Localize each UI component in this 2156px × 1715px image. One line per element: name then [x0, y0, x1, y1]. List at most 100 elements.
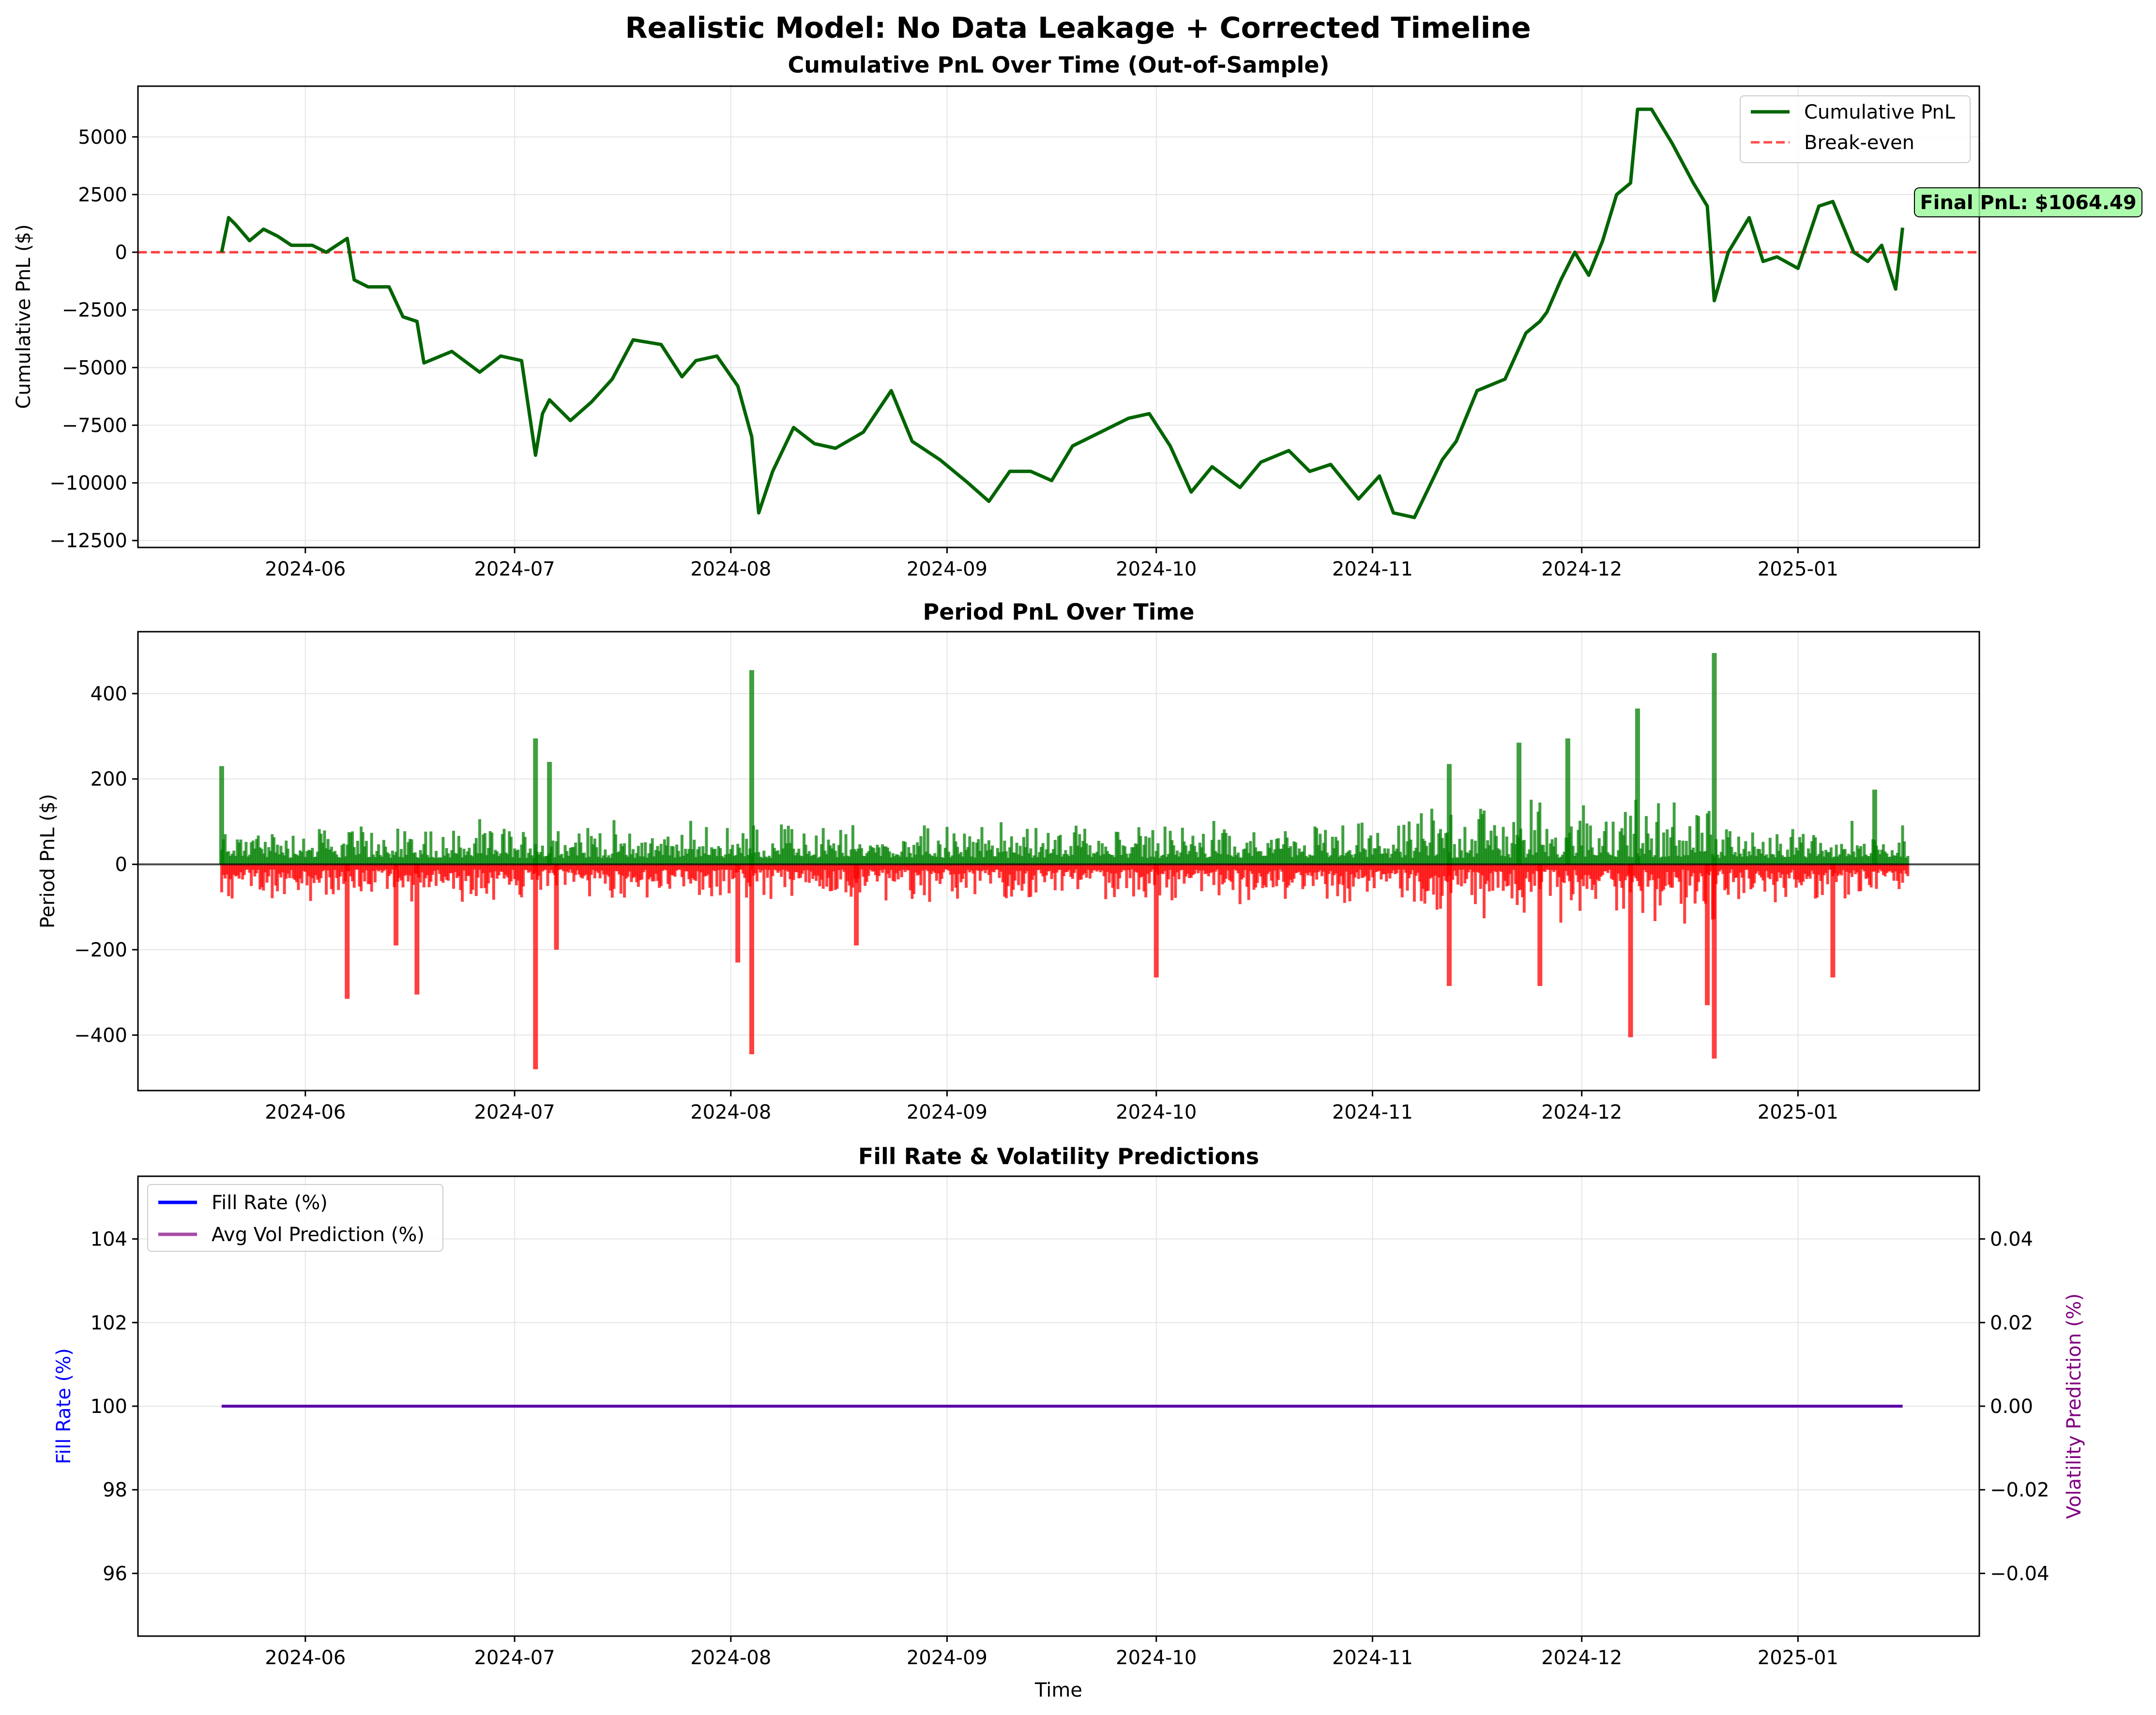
period-pnl-bar — [1524, 864, 1528, 879]
period-pnl-bar — [1479, 808, 1482, 865]
period-pnl-bar — [1322, 843, 1325, 865]
period-pnl-bar — [1861, 856, 1864, 865]
period-pnl-bar — [361, 864, 364, 873]
period-pnl-bar — [427, 857, 431, 865]
fill-rate-panel: Fill Rate & Volatility Predictions 2024-… — [53, 1143, 2085, 1701]
period-pnl-bar — [299, 850, 302, 865]
period-pnl-bar — [1266, 864, 1270, 874]
period-pnl-bar — [1777, 850, 1780, 865]
period-pnl-bar — [1613, 856, 1617, 865]
period-pnl-bar — [1481, 814, 1484, 865]
period-pnl-bar — [957, 854, 961, 865]
period-pnl-bar — [970, 856, 973, 865]
period-pnl-bar — [527, 864, 530, 873]
period-pnl-bar — [1672, 864, 1676, 872]
period-pnl-bar — [1071, 864, 1074, 879]
period-pnl-bar — [1305, 856, 1308, 865]
period-pnl-bar — [1292, 864, 1296, 879]
period-pnl-bar — [1686, 864, 1690, 871]
period-pnl-bar — [1470, 839, 1473, 865]
period-pnl-bar — [912, 864, 916, 895]
period-pnl-bar — [375, 864, 379, 870]
period-pnl-bar — [1233, 864, 1236, 870]
period-pnl-bar — [851, 864, 854, 888]
period-pnl-bar — [1521, 864, 1524, 897]
cumulative-pnl-x-tick-label: 2025-01 — [1758, 558, 1838, 580]
period-pnl-bar — [807, 864, 811, 883]
period-pnl-bar — [321, 843, 324, 865]
period-pnl-bar — [1458, 838, 1461, 865]
period-pnl-bar — [1727, 837, 1730, 865]
period-pnl-bar — [220, 864, 223, 893]
period-pnl-bar — [743, 856, 746, 865]
period-pnl-bar — [356, 841, 359, 865]
period-pnl-x-tick-label: 2024-07 — [474, 1101, 555, 1123]
period-pnl-bar — [1139, 864, 1142, 878]
period-pnl-bar — [1883, 864, 1887, 877]
period-pnl-bar — [1374, 848, 1378, 865]
period-pnl-bar — [658, 851, 661, 865]
period-pnl-bar — [931, 864, 935, 871]
fill-rate-x-tick-label: 2024-07 — [474, 1647, 555, 1669]
period-pnl-bar — [749, 864, 754, 1055]
fill-rate-title: Fill Rate & Volatility Predictions — [858, 1143, 1259, 1169]
period-pnl-bar — [1146, 864, 1149, 874]
period-pnl-bar — [257, 864, 260, 870]
period-pnl-bar — [982, 864, 986, 870]
period-pnl-bar — [1395, 849, 1398, 865]
period-pnl-bar — [1632, 834, 1636, 865]
period-pnl-bar — [1376, 833, 1380, 865]
period-pnl-bar — [1088, 845, 1092, 865]
period-pnl-bar — [703, 853, 706, 865]
period-pnl-bar — [853, 849, 856, 865]
period-pnl-bar — [1652, 864, 1655, 880]
period-pnl-x-tick-label: 2024-08 — [690, 1101, 771, 1123]
period-pnl-bar — [525, 858, 529, 865]
period-pnl-bar — [1031, 864, 1034, 880]
period-pnl-bar — [586, 864, 590, 880]
period-pnl-bar — [1791, 829, 1794, 865]
period-pnl-bar — [712, 864, 715, 871]
period-pnl-bar — [943, 848, 947, 865]
period-pnl-bar — [1838, 854, 1841, 865]
period-pnl-bar — [375, 851, 379, 865]
period-pnl-bar — [1667, 856, 1670, 865]
period-pnl-bar — [1097, 841, 1100, 865]
period-pnl-bar — [225, 851, 228, 865]
vol-prediction-y-tick-label: −0.04 — [1990, 1563, 2050, 1585]
period-pnl-bar — [1617, 864, 1620, 874]
period-pnl-bar — [520, 844, 523, 865]
period-pnl-bar — [1078, 864, 1081, 880]
period-pnl-bar — [1211, 840, 1214, 865]
period-pnl-bar — [813, 854, 816, 865]
period-pnl-bar — [978, 850, 982, 865]
period-pnl-bar — [1640, 864, 1643, 891]
period-pnl-bar — [1709, 835, 1713, 865]
period-pnl-bar — [942, 864, 945, 873]
period-pnl-bar — [1308, 864, 1311, 873]
period-pnl-bar — [1849, 855, 1852, 865]
period-pnl-bar — [977, 839, 980, 865]
period-pnl-bar — [1502, 827, 1505, 865]
period-pnl-bar — [1085, 843, 1088, 865]
period-pnl-bar — [307, 850, 311, 865]
period-pnl-bar — [998, 864, 1001, 878]
period-pnl-bar — [1863, 844, 1866, 865]
period-pnl-bar — [986, 864, 989, 870]
period-pnl-bar — [794, 855, 797, 865]
period-pnl-bar — [504, 864, 508, 875]
period-pnl-bar — [896, 854, 900, 865]
period-pnl-bar — [263, 864, 267, 873]
period-pnl-bar — [291, 835, 295, 865]
period-pnl-bar — [462, 864, 466, 871]
period-pnl-bar — [951, 864, 954, 892]
period-pnl-bar — [1301, 851, 1305, 865]
period-pnl-bar — [487, 848, 490, 865]
period-pnl-bar — [633, 858, 637, 865]
period-pnl-bar — [834, 850, 837, 865]
period-pnl-bar — [830, 864, 834, 891]
period-pnl-bar — [373, 864, 377, 882]
period-pnl-bar — [422, 864, 425, 888]
period-pnl-bar — [694, 864, 698, 881]
period-pnl-bar — [595, 847, 598, 865]
